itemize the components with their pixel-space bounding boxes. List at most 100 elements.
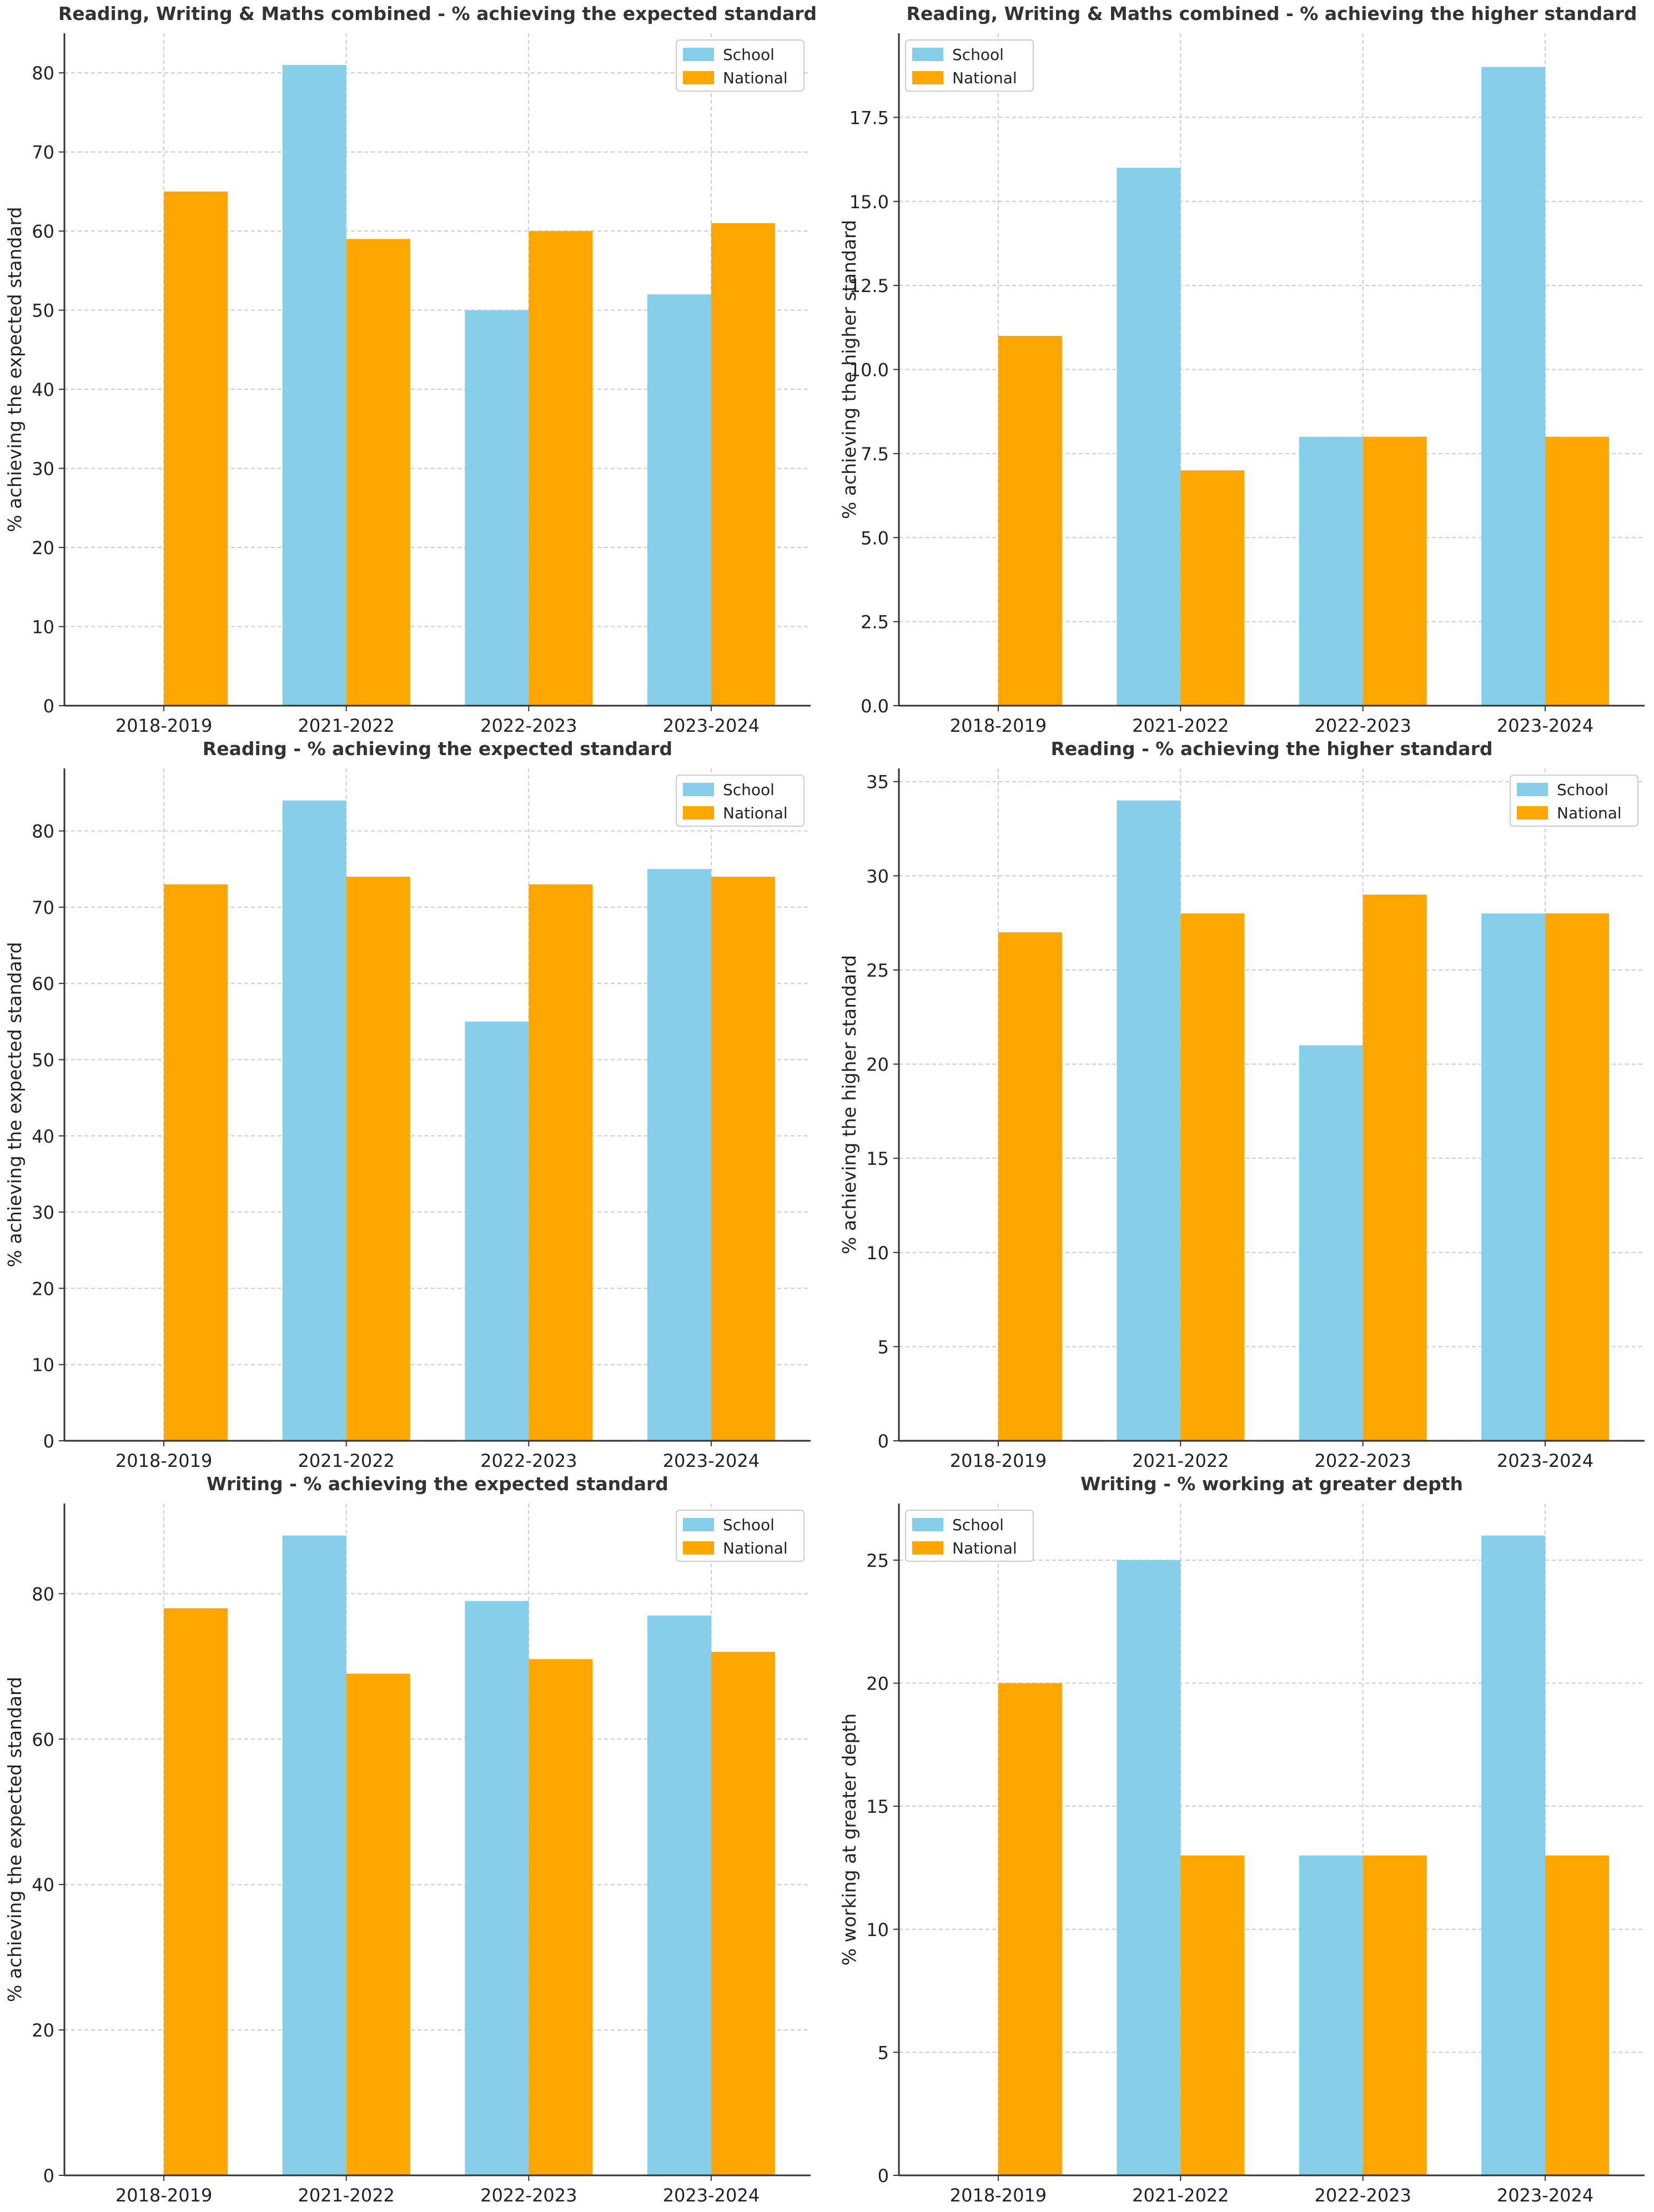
legend-swatch-school bbox=[683, 48, 714, 61]
chart-panel-2: 0.0 2.5 5.0 7.5 10.0 12.5 15.0 17.5 2018-2019 202… bbox=[838, 3, 1645, 736]
y-tick-label: 10 bbox=[866, 1919, 889, 1940]
bar-national-2022-2023 bbox=[529, 231, 593, 706]
x-tick-label: 2022-2023 bbox=[480, 2185, 577, 2206]
legend-label-school: School bbox=[952, 1516, 1004, 1534]
x-tick-label: 2021-2022 bbox=[1132, 715, 1229, 736]
bar-school-2023-2024 bbox=[1481, 67, 1546, 706]
y-tick-label: 40 bbox=[32, 1874, 54, 1896]
bar-national-2021-2022 bbox=[346, 239, 410, 706]
bar-national-2018-2019 bbox=[998, 1683, 1062, 2175]
y-tick-label: 0 bbox=[43, 1431, 54, 1452]
bar-national-2021-2022 bbox=[346, 876, 410, 1441]
y-tick-label: 20 bbox=[32, 537, 54, 559]
legend-swatch-national bbox=[912, 71, 943, 84]
y-tick-label: 60 bbox=[32, 221, 54, 242]
x-tick-label: 2018-2019 bbox=[115, 1450, 212, 1471]
y-tick-label: 7.5 bbox=[861, 444, 889, 465]
bar-national-2021-2022 bbox=[1180, 913, 1245, 1441]
y-tick-label: 5 bbox=[878, 2042, 889, 2063]
legend: School National bbox=[676, 39, 805, 92]
y-tick-label: 80 bbox=[32, 63, 54, 84]
y-tick-label: 35 bbox=[866, 772, 889, 793]
legend-label-national: National bbox=[1557, 804, 1622, 822]
chart-panel-6: 0 5 10 15 20 25 2018-2019 2021-2022 2022-2023 202… bbox=[838, 1473, 1645, 2206]
y-tick-label: 70 bbox=[32, 142, 54, 163]
bar-school-2023-2024 bbox=[647, 1615, 711, 2175]
legend-swatch-national bbox=[912, 1541, 943, 1555]
x-tick-label: 2023-2024 bbox=[1497, 715, 1593, 736]
bar-national-2021-2022 bbox=[346, 1673, 410, 2175]
legend-label-national: National bbox=[723, 804, 788, 822]
bar-national-2022-2023 bbox=[1363, 436, 1427, 706]
chart-title: Reading, Writing & Maths combined - % ac… bbox=[58, 3, 817, 24]
legend-swatch-national bbox=[683, 71, 714, 84]
x-tick-label: 2023-2024 bbox=[663, 715, 760, 736]
y-tick-label: 30 bbox=[32, 459, 54, 480]
legend: School National bbox=[905, 1510, 1034, 1562]
bar-national-2023-2024 bbox=[711, 223, 775, 706]
x-tick-label: 2023-2024 bbox=[1497, 2185, 1593, 2206]
chart-panel-3: 0 10 20 30 40 50 60 70 80 2018-2019 2021-2022 2022-… bbox=[4, 738, 811, 1471]
y-tick-label: 0.0 bbox=[861, 696, 889, 717]
x-tick-label: 2018-2019 bbox=[115, 715, 212, 736]
legend-label-school: School bbox=[723, 781, 775, 799]
bar-school-2021-2022 bbox=[282, 64, 346, 706]
x-tick-label: 2022-2023 bbox=[1314, 2185, 1411, 2206]
bar-national-2021-2022 bbox=[1180, 1855, 1245, 2175]
y-tick-label: 80 bbox=[32, 821, 54, 842]
bar-school-2021-2022 bbox=[282, 1535, 346, 2175]
bar-national-2018-2019 bbox=[164, 191, 228, 706]
y-tick-label: 70 bbox=[32, 897, 54, 918]
legend-label-school: School bbox=[1557, 781, 1608, 799]
x-tick-label: 2018-2019 bbox=[950, 2185, 1047, 2206]
bar-national-2023-2024 bbox=[711, 1652, 775, 2175]
chart-title: Writing - % working at greater depth bbox=[1080, 1473, 1463, 1495]
y-tick-label: 5.0 bbox=[861, 527, 889, 549]
y-tick-label: 20 bbox=[866, 1673, 889, 1695]
legend-label-school: School bbox=[723, 1516, 775, 1534]
x-tick-label: 2022-2023 bbox=[1314, 715, 1411, 736]
y-tick-label: 25 bbox=[866, 960, 889, 981]
legend-swatch-national bbox=[1517, 806, 1548, 820]
bar-national-2018-2019 bbox=[164, 1608, 228, 2175]
x-tick-label: 2022-2023 bbox=[1314, 1450, 1411, 1471]
y-axis-label: % achieving the higher standard bbox=[838, 220, 860, 519]
bar-national-2018-2019 bbox=[164, 884, 228, 1441]
y-tick-label: 60 bbox=[32, 973, 54, 994]
x-tick-label: 2018-2019 bbox=[950, 715, 1047, 736]
y-tick-label: 10.0 bbox=[849, 360, 889, 381]
y-tick-label: 0 bbox=[43, 2165, 54, 2186]
bar-school-2021-2022 bbox=[1117, 800, 1181, 1441]
y-tick-label: 15 bbox=[866, 1796, 889, 1817]
y-axis-label: % achieving the expected standard bbox=[4, 942, 26, 1268]
legend-label-national: National bbox=[723, 69, 788, 87]
y-tick-label: 0 bbox=[878, 2165, 889, 2186]
chart-panel-5: 0 20 40 60 80 2018-2019 2021-2022 2022-2023 2023… bbox=[4, 1473, 811, 2206]
chart-panel-4: 0 5 10 15 20 25 30 35 2018-2019 2021-2022 2022-202… bbox=[838, 738, 1645, 1471]
x-tick-label: 2023-2024 bbox=[663, 1450, 760, 1471]
chart-title: Reading, Writing & Maths combined - % ac… bbox=[907, 3, 1637, 24]
bar-national-2021-2022 bbox=[1180, 470, 1245, 706]
y-tick-label: 0 bbox=[878, 1431, 889, 1452]
bar-national-2018-2019 bbox=[998, 335, 1062, 706]
bar-school-2022-2023 bbox=[465, 1601, 529, 2175]
bar-national-2023-2024 bbox=[1545, 913, 1609, 1441]
bar-school-2021-2022 bbox=[282, 800, 346, 1441]
y-tick-label: 15.0 bbox=[849, 192, 889, 213]
bar-school-2023-2024 bbox=[1481, 913, 1546, 1441]
y-tick-label: 0 bbox=[43, 696, 54, 717]
y-tick-label: 5 bbox=[878, 1336, 889, 1358]
x-tick-label: 2022-2023 bbox=[480, 715, 577, 736]
legend: School National bbox=[676, 775, 805, 827]
y-tick-label: 30 bbox=[866, 866, 889, 887]
bar-national-2018-2019 bbox=[998, 932, 1062, 1441]
bar-national-2023-2024 bbox=[1545, 436, 1609, 706]
legend-label-national: National bbox=[952, 69, 1017, 87]
bar-school-2023-2024 bbox=[647, 294, 711, 706]
y-tick-label: 60 bbox=[32, 1729, 54, 1750]
y-tick-label: 12.5 bbox=[849, 275, 889, 296]
legend-swatch-national bbox=[683, 1541, 714, 1555]
y-tick-label: 2.5 bbox=[861, 612, 889, 633]
